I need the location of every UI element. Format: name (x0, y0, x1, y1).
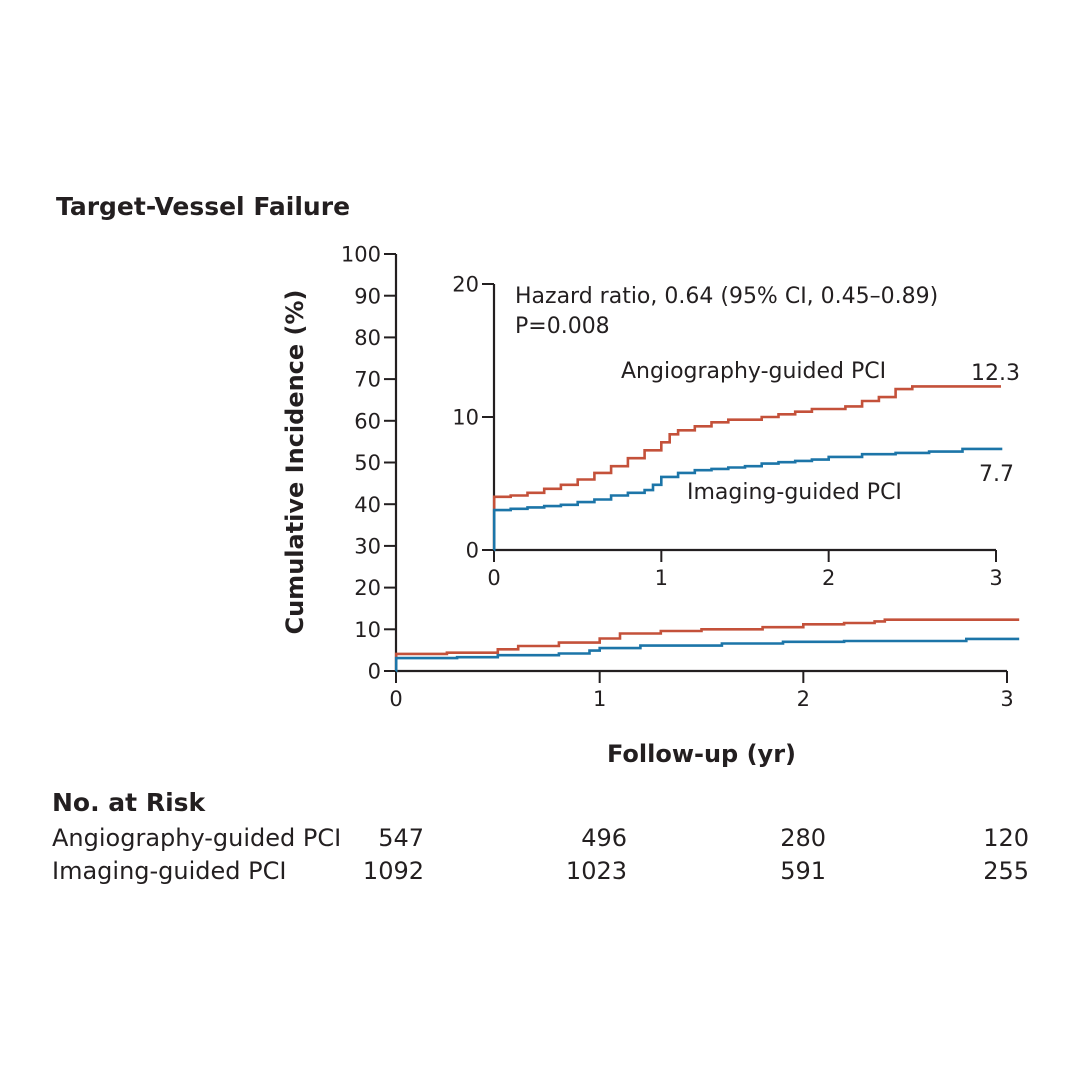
y-tick-label: 0 (466, 539, 479, 563)
risk-value: 1092 (362, 857, 424, 885)
y-tick-label: 20 (354, 576, 381, 600)
imaging-end-value: 7.7 (979, 462, 1014, 487)
risk-value: 1023 (565, 857, 627, 885)
x-tick-label: 1 (655, 566, 668, 590)
x-tick-label: 2 (822, 566, 835, 590)
y-tick-label: 10 (354, 618, 381, 642)
risk-table-title: No. at Risk (52, 788, 206, 817)
series-line-angiography (394, 618, 1020, 673)
figure-title: Target-Vessel Failure (56, 192, 351, 221)
x-tick-label: 0 (389, 687, 402, 711)
main-series (394, 618, 1020, 673)
risk-value: 591 (780, 857, 826, 885)
series-line-imaging (394, 637, 1020, 673)
y-tick-label: 0 (368, 660, 381, 684)
risk-row-label-angiography: Angiography-guided PCI (52, 824, 342, 852)
risk-row-label-imaging: Imaging-guided PCI (52, 857, 287, 885)
x-tick-label: 0 (487, 566, 500, 590)
hazard-ratio-text: Hazard ratio, 0.64 (95% CI, 0.45–0.89) (515, 284, 938, 309)
y-axis-title: Cumulative Incidence (%) (281, 289, 309, 634)
x-tick-label: 1 (593, 687, 606, 711)
risk-value: 280 (780, 824, 826, 852)
series-line-angiography (492, 385, 1001, 552)
y-tick-label: 30 (354, 534, 381, 558)
x-tick-label: 3 (989, 566, 1002, 590)
risk-value: 255 (983, 857, 1029, 885)
y-tick-label: 70 (354, 368, 381, 392)
x-axis-title: Follow-up (yr) (607, 740, 796, 768)
y-tick-label: 50 (354, 451, 381, 475)
y-tick-label: 60 (354, 409, 381, 433)
risk-value: 496 (581, 824, 627, 852)
inset-annotations: Hazard ratio, 0.64 (95% CI, 0.45–0.89) P=… (515, 284, 1020, 505)
series-line-imaging (492, 447, 1003, 552)
y-tick-label: 10 (452, 406, 479, 430)
imaging-series-label: Imaging-guided PCI (687, 480, 902, 505)
p-value-text: P=0.008 (515, 314, 610, 339)
angiography-end-value: 12.3 (971, 361, 1020, 386)
angiography-series-label: Angiography-guided PCI (621, 359, 886, 384)
inset-series (492, 385, 1003, 552)
y-tick-label: 20 (452, 273, 479, 297)
y-tick-label: 80 (354, 326, 381, 350)
x-tick-label: 3 (1000, 687, 1013, 711)
y-tick-label: 90 (354, 284, 381, 308)
y-tick-label: 100 (341, 243, 381, 267)
x-tick-label: 2 (797, 687, 810, 711)
risk-value: 547 (378, 824, 424, 852)
y-tick-label: 40 (354, 493, 381, 517)
risk-value: 120 (983, 824, 1029, 852)
